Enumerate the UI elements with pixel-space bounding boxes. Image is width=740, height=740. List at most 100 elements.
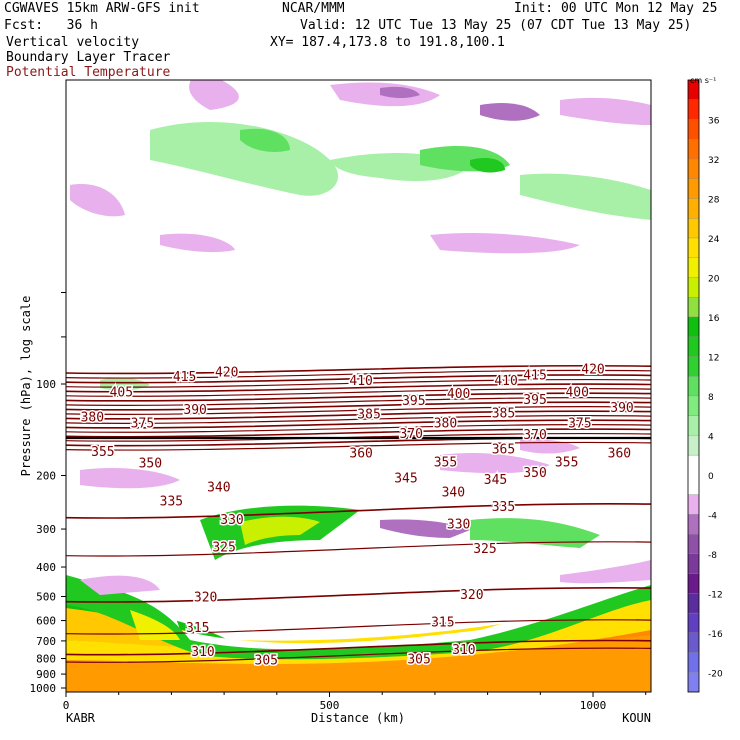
theta-label: 335 [160,495,183,510]
theta-label: 355 [555,456,578,471]
theta-contour-310 [66,639,651,656]
right-endpoint-label: KOUN [622,711,651,725]
theta-contour-390 [66,392,651,402]
theta-contour-370 [66,410,651,420]
theta-label: 415 [523,368,546,383]
colorbar-tick-label: -12 [708,590,723,600]
theta-label: 420 [581,363,604,378]
x-axis: 0 500 1000 [63,692,647,712]
colorbar-band [687,297,700,318]
velocity-region-26 [160,233,235,253]
x-tick-label: 0 [63,699,70,712]
theta-label: 385 [357,407,380,422]
field-potential-temperature: Potential Temperature [6,65,171,80]
colorbar-band [687,277,700,298]
theta-contour-315 [66,619,651,635]
theta-label: 395 [523,393,546,408]
colorbar-band [687,178,700,199]
colorbar-band [687,237,700,258]
y-tick-label: 200 [36,470,56,483]
theta-label: 320 [460,588,483,603]
colorbar-tick-label: 36 [708,116,720,126]
colorbar-tick-label: -8 [708,551,717,561]
theta-contour-365 [66,415,651,424]
forecast-hour: Fcst: 36 h [4,18,98,33]
colorbar-band [687,435,700,456]
colorbar-band [687,553,700,574]
theta-labels: 420 420 415 415 410 410 405 400 400 395 395 390 390 3… [79,361,635,670]
colorbar: 36 32 28 24 20 16 12 8 4 0 -4 -8 -12 -16 -20 [687,79,723,693]
x-axis-label: Distance (km) [311,711,405,725]
theta-label: 385 [492,406,515,421]
vertical-velocity-field [66,80,651,692]
colorbar-band [687,119,700,140]
theta-label: 320 [194,590,217,605]
velocity-region-29 [189,80,239,110]
velocity-region-20 [470,158,505,173]
theta-contour-360 [66,419,651,429]
velocity-region-11 [240,516,320,545]
theta-label: 355 [91,445,114,460]
velocity-region-16 [150,121,339,196]
colorbar-tick-label: 28 [708,195,720,205]
y-tick-label: 100 [36,378,56,391]
theta-contour-410 [66,374,651,384]
velocity-region-25 [70,184,125,217]
tropopause-line [66,436,651,440]
colorbar-band [687,395,700,416]
theta-contour-405 [66,378,651,388]
center-label: NCAR/MMM [282,1,345,16]
theta-contour-380 [66,401,651,411]
theta-label: 350 [523,466,546,481]
theta-label: 420 [215,366,238,381]
theta-label: 315 [431,616,454,631]
colorbar-band [687,158,700,179]
colorbar-band [687,336,700,357]
colorbar-band [687,593,700,614]
theta-label: 370 [523,428,546,443]
valid-time: Valid: 12 UTC Tue 13 May 25 (07 CDT Tue … [300,18,692,33]
colorbar-band [687,375,700,397]
theta-label: 330 [447,518,470,533]
theta-label: 410 [349,374,372,389]
theta-label: 315 [186,621,209,636]
theta-contour-335 [66,441,651,451]
theta-label: 305 [407,653,430,668]
colorbar-tick-label: -4 [708,511,717,521]
y-tick-label: 500 [36,590,56,603]
left-endpoint-label: KABR [66,711,96,725]
velocity-region-28 [560,97,651,125]
colorbar-band [687,218,700,239]
colorbar-band [687,672,700,693]
colorbar-band [687,454,700,495]
theta-label: 355 [434,456,457,471]
colorbar-tick-label: 24 [708,235,720,245]
x-tick-label: 500 [320,699,340,712]
theta-label: 415 [173,370,196,385]
plot-frame [65,79,652,693]
theta-label: 410 [494,374,517,389]
theta-contour-415 [66,369,651,379]
theta-label: 380 [81,411,104,426]
colorbar-tick-label: 12 [708,353,719,363]
colorbar-tick-label: -20 [708,669,723,679]
colorbar-tick-label: 20 [708,274,720,284]
colorbar-tick-label: 32 [708,156,719,166]
colorbar-tick-label: 16 [708,314,720,324]
cross-section-endpoints: XY= 187.4,173.8 to 191.8,100.1 [270,35,505,50]
field-boundary-layer-tracer: Boundary Layer Tracer [6,50,171,65]
y-tick-label: 300 [36,523,56,536]
velocity-region-7 [66,575,651,660]
y-tick-label: 1000 [30,682,57,695]
theta-contour-325 [66,541,651,557]
init-time: Init: 00 UTC Mon 12 May 25 [514,1,718,16]
theta-label: 400 [447,387,470,402]
colorbar-band [687,139,700,160]
theta-contour-355 [66,424,651,433]
y-axis-label: Pressure (hPa), log scale [19,296,33,477]
theta-label: 335 [492,500,515,515]
theta-label: 370 [399,427,422,442]
velocity-region-24 [480,103,540,121]
